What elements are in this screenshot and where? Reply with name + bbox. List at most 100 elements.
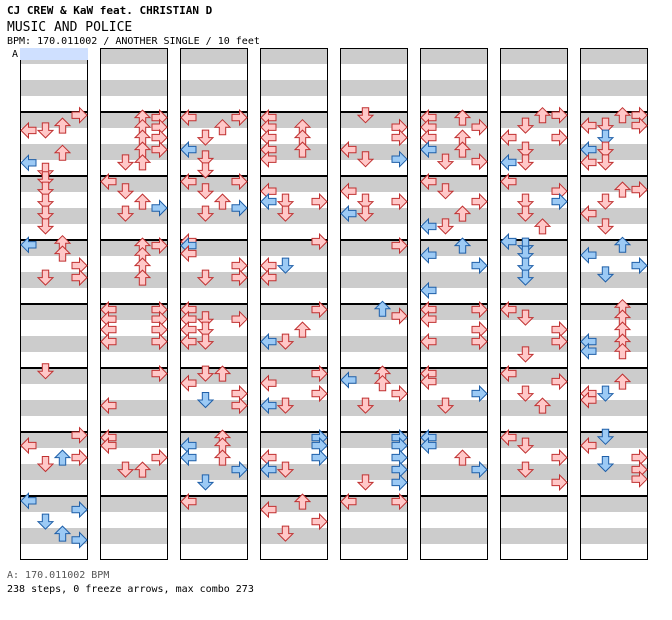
measure-band xyxy=(100,64,168,80)
arrow-down-icon xyxy=(596,218,615,235)
measure xyxy=(420,176,488,240)
measure xyxy=(260,368,328,432)
measure-band xyxy=(340,320,408,336)
measure-frame xyxy=(100,432,168,496)
arrow-up-icon xyxy=(133,193,152,210)
measure-band xyxy=(420,336,488,352)
measure-frame xyxy=(500,240,568,304)
arrow-left-icon xyxy=(180,448,197,467)
measure-band xyxy=(580,96,648,112)
measure-frame xyxy=(340,432,408,496)
arrow-up-icon xyxy=(613,106,632,124)
measure-frame xyxy=(20,304,88,368)
measure-frame xyxy=(420,304,488,368)
measure-band xyxy=(100,272,168,288)
measure-band xyxy=(100,144,168,160)
arrow-left-icon xyxy=(580,391,597,409)
arrow-right-icon xyxy=(551,448,568,467)
measure xyxy=(340,432,408,496)
measure xyxy=(180,48,248,112)
measure-band xyxy=(180,64,248,80)
measure-band xyxy=(260,496,328,512)
arrow-down-icon xyxy=(116,183,135,200)
measure xyxy=(500,176,568,240)
measure-band xyxy=(420,96,488,112)
arrow-up-icon xyxy=(293,321,312,338)
measure-band xyxy=(20,416,88,432)
measure-band xyxy=(180,224,248,240)
arrow-up-icon xyxy=(53,117,72,134)
arrow-right-icon xyxy=(391,236,408,255)
measure-band xyxy=(420,384,488,400)
arrow-right-icon xyxy=(551,372,568,391)
arrow-down-icon xyxy=(196,321,215,338)
measure-band xyxy=(420,224,488,240)
arrow-down-icon xyxy=(516,346,535,363)
measure-band xyxy=(100,400,168,416)
measure-band xyxy=(580,448,648,464)
measure xyxy=(500,496,568,560)
measure-band xyxy=(580,64,648,80)
measure-band xyxy=(340,192,408,208)
arrow-down-icon xyxy=(36,171,55,188)
measure-frame xyxy=(20,112,88,176)
measure-band xyxy=(500,48,568,64)
measure-band xyxy=(180,240,248,256)
arrow-down-icon xyxy=(196,269,215,286)
arrow-left-icon xyxy=(340,140,357,159)
measure-band xyxy=(180,496,248,512)
measure xyxy=(580,240,648,304)
measure-band xyxy=(20,464,88,480)
measure-frame xyxy=(20,368,88,432)
measure-band xyxy=(180,464,248,480)
measure-band xyxy=(180,352,248,368)
measure xyxy=(420,240,488,304)
arrow-right-icon xyxy=(231,108,248,127)
measure-band xyxy=(420,288,488,304)
arrow-right-icon xyxy=(471,332,488,351)
measure xyxy=(100,48,168,112)
measure-frame xyxy=(420,368,488,432)
measure-band xyxy=(100,112,168,128)
arrow-right-icon xyxy=(71,500,88,519)
measure-band xyxy=(180,176,248,192)
arrow-left-icon xyxy=(580,342,597,360)
measure-band xyxy=(260,208,328,224)
measure xyxy=(420,496,488,560)
measure-frame xyxy=(260,368,328,432)
arrow-up-icon xyxy=(133,269,152,286)
arrow-left-icon xyxy=(420,281,437,300)
measure-band xyxy=(340,352,408,368)
measure-band xyxy=(100,432,168,448)
measure-band xyxy=(500,272,568,288)
measure xyxy=(260,176,328,240)
measure-frame xyxy=(180,240,248,304)
measure-band xyxy=(500,256,568,272)
measure-band xyxy=(340,288,408,304)
measure-band xyxy=(100,288,168,304)
measure-band xyxy=(20,384,88,400)
arrow-up-icon xyxy=(533,106,552,124)
measure-band xyxy=(500,208,568,224)
arrow-down-icon xyxy=(36,218,55,235)
arrow-right-icon xyxy=(391,150,408,168)
measure-band xyxy=(260,368,328,384)
measure-frame xyxy=(420,176,488,240)
measure-band xyxy=(340,208,408,224)
measure xyxy=(420,304,488,368)
arrow-right-icon xyxy=(391,473,408,492)
arrow-down-icon xyxy=(596,193,615,210)
measure-band xyxy=(260,432,328,448)
arrow-up-icon xyxy=(613,181,632,198)
arrow-left-icon xyxy=(260,268,277,287)
measure-band xyxy=(180,384,248,400)
measure-band xyxy=(580,352,648,368)
arrow-down-icon xyxy=(36,205,55,222)
measure-band xyxy=(260,176,328,192)
measure-frame xyxy=(260,48,328,112)
arrow-up-icon xyxy=(213,118,232,136)
measure-frame xyxy=(100,368,168,432)
measure-band xyxy=(420,448,488,464)
measure-band xyxy=(20,64,88,80)
arrow-down-icon xyxy=(596,129,615,146)
